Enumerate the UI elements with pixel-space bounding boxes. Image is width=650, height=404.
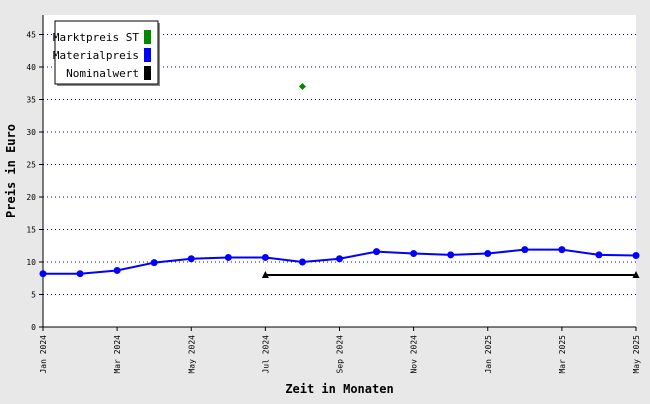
data-point [521,246,529,254]
legend: Marktpreis ST Materialpreis Nominalwert [53,20,160,86]
y-tick-label: 35 [26,96,36,105]
data-point [632,271,640,278]
data-point [39,270,47,278]
data-point [113,266,121,274]
y-tick-label: 15 [26,226,36,235]
data-point [187,255,195,263]
x-tick-label: Mar 2025 [558,335,567,374]
data-point [150,259,158,267]
data-point [298,83,306,90]
data-point [558,246,566,254]
legend-item-label: Marktpreis ST [53,31,139,44]
x-tick-label: Sep 2024 [336,335,345,374]
data-point [373,248,381,256]
x-tick-label: Mar 2024 [113,335,122,374]
legend-swatch [144,48,151,62]
x-axis-title: Zeit in Monaten [285,382,393,396]
y-tick-label: 0 [31,323,36,332]
legend-swatch [144,30,151,44]
x-tick-label: May 2025 [632,335,641,374]
legend-swatch [144,66,151,80]
data-point [632,252,640,259]
data-point [595,251,603,259]
data-point [298,258,306,266]
data-point [447,251,455,259]
y-tick-label: 25 [26,161,36,170]
legend-item-label: Nominalwert [66,67,139,80]
data-point [484,250,492,258]
data-point [410,250,418,258]
data-point [261,253,269,261]
legend-item-label: Materialpreis [53,49,139,62]
y-axis-title: Preis in Euro [4,124,18,218]
data-point [261,271,269,278]
y-tick-label: 20 [26,193,36,202]
legend-box [54,20,159,85]
x-tick-label: Nov 2024 [410,335,419,374]
x-tick-label: Jul 2024 [261,335,270,374]
y-tick-label: 30 [26,128,36,137]
x-tick-label: Jan 2025 [484,335,493,374]
x-tick-label: May 2024 [187,335,196,374]
data-point [224,253,232,261]
y-tick-label: 40 [26,63,36,72]
y-tick-label: 45 [26,31,36,40]
data-point [336,255,343,263]
y-tick-label: 10 [26,258,36,267]
data-point [76,270,84,278]
x-tick-label: Jan 2024 [39,335,48,374]
y-tick-label: 5 [31,291,36,300]
